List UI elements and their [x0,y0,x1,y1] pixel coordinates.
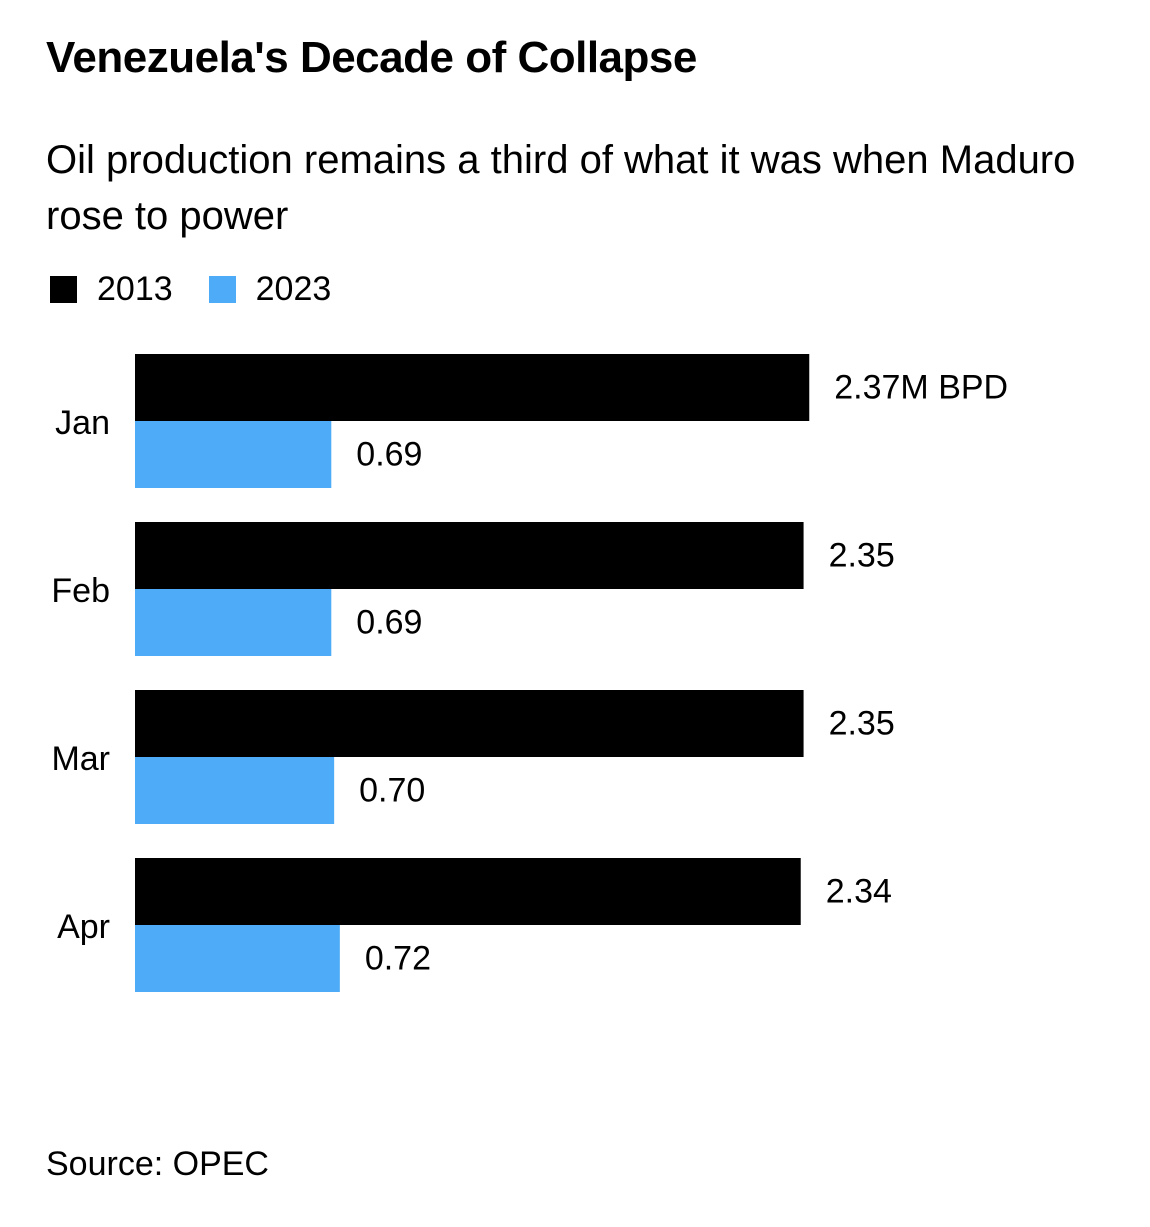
data-label-2013-apr: 2.34 [826,872,892,910]
category-label-apr: Apr [57,908,110,946]
legend-label-2013: 2013 [97,270,173,308]
legend: 2013 2023 [50,269,367,309]
legend-item-2013: 2013 [50,269,173,309]
bar-2013-jan [135,354,810,421]
category-label-feb: Feb [51,572,110,610]
legend-item-2023: 2023 [208,269,332,309]
bar-2013-feb [135,522,804,589]
data-label-2013-mar: 2.35 [829,704,895,742]
chart-title: Venezuela's Decade of Collapse [46,33,697,82]
data-label-2023-feb: 0.69 [356,603,422,641]
legend-label-2023: 2023 [255,270,332,308]
bar-2023-feb [135,589,332,656]
bar-2013-mar [135,690,804,757]
source-note: Source: OPEC [46,1145,269,1183]
chart-subtitle: Oil production remains a third of what i… [46,138,1076,238]
bar-chart: Jan 2.37M BPD 0.69 Feb 2.35 0.69 Mar 2.35 0.70 Ap… [51,354,1008,992]
data-label-2013-feb: 2.35 [829,536,895,574]
bar-2013-apr [135,858,801,925]
data-label-2023-mar: 0.70 [359,771,425,809]
bar-2023-apr [135,925,340,992]
category-label-mar: Mar [51,740,110,778]
data-label-2023-apr: 0.72 [365,939,431,977]
bar-2023-mar [135,757,335,824]
legend-swatch-2023 [208,275,236,303]
legend-swatch-2013 [50,275,77,303]
data-label-2023-jan: 0.69 [356,435,422,473]
bar-2023-jan [135,421,332,488]
category-label-jan: Jan [55,404,110,442]
data-label-2013-jan: 2.37M BPD [834,368,1008,406]
